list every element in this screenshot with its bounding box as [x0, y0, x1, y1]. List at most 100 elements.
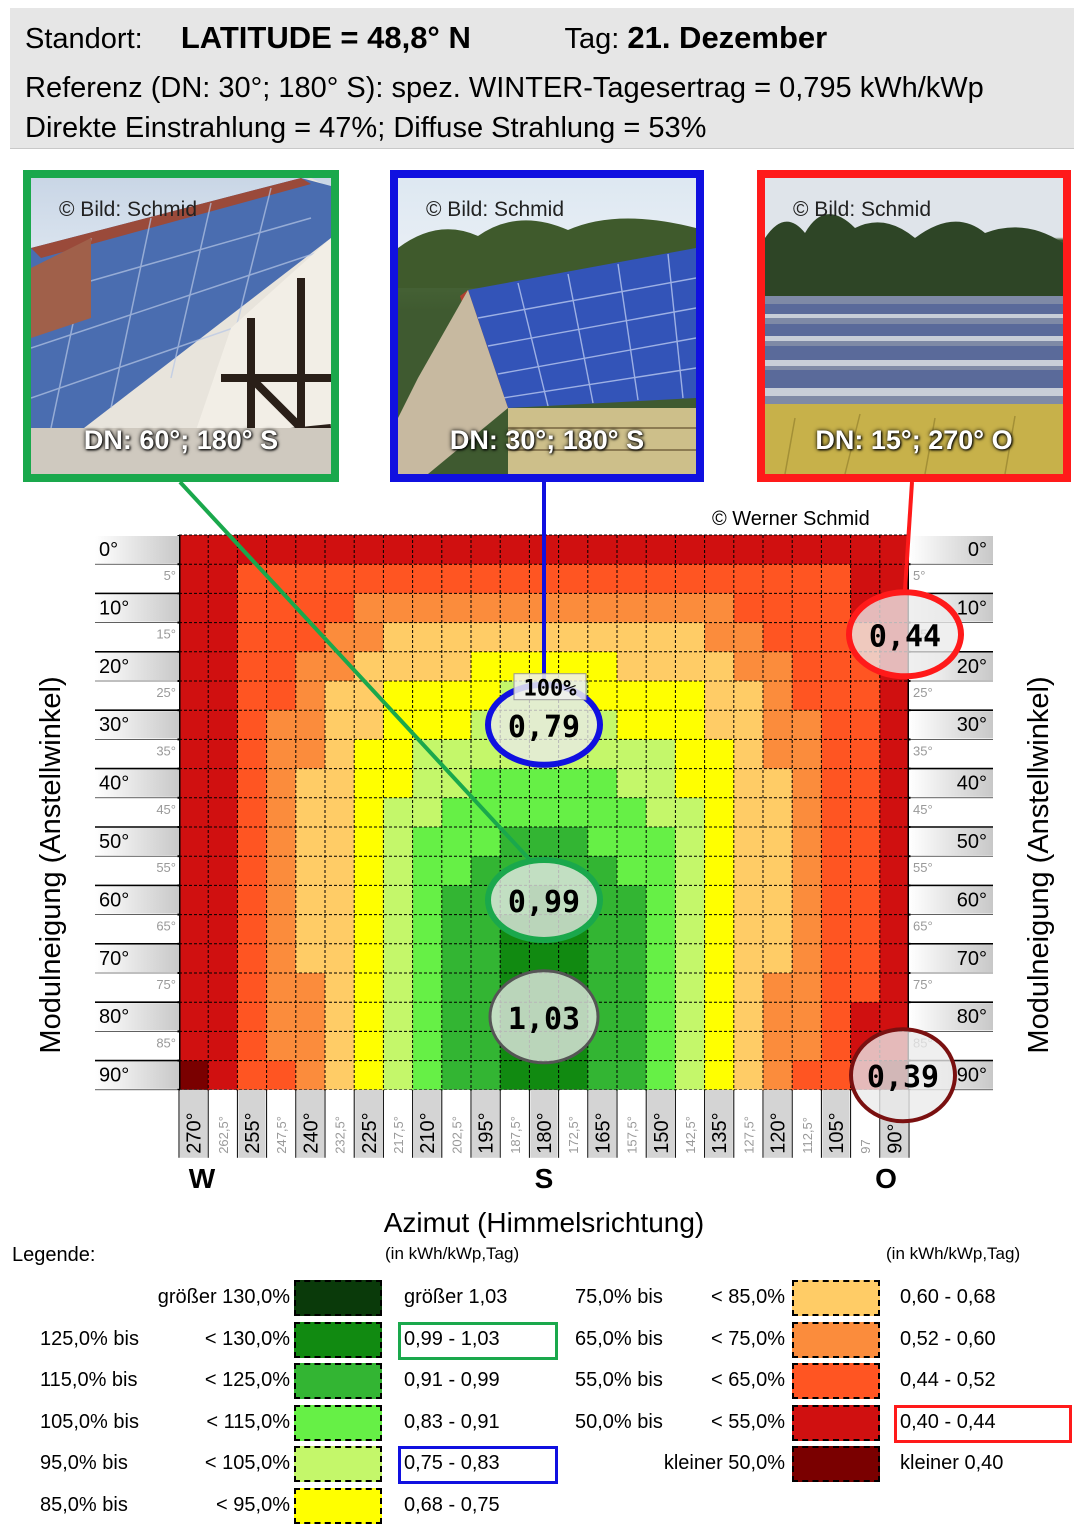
heatmap-cell: [412, 681, 443, 711]
legend-row: 85,0% bis < 95,0% 0,68 - 0,75: [0, 1487, 1078, 1528]
callout-ellipse: [846, 589, 964, 680]
heatmap-cell: [733, 739, 764, 770]
legend-value: kleiner 0,40: [900, 1452, 1004, 1474]
legend-pct-to: < 95,0%: [216, 1493, 290, 1516]
legend-row: 50,0% bis < 55,0% 0,40 - 0,44: [0, 1404, 1078, 1445]
heatmap-cell: [237, 651, 268, 682]
heatmap-cell: [879, 943, 910, 974]
heatmap-cell: [208, 797, 238, 828]
heatmap-cell: [412, 535, 443, 565]
heatmap-cell: [879, 856, 910, 886]
y-tick-bg: [95, 915, 179, 943]
heatmap-cell: [325, 1031, 355, 1062]
heatmap-cell: [704, 1002, 735, 1032]
heatmap-cell: [733, 1002, 764, 1032]
legend-row: 115,0% bis < 125,0% 0,91 - 0,99: [0, 1363, 1078, 1403]
photo-green: © Bild: Schmid DN: 60°; 180° S: [23, 170, 339, 482]
heatmap-cell: [266, 1002, 297, 1032]
y-tick-bg: [95, 886, 179, 914]
heatmap-cell: [295, 797, 326, 828]
heatmap-cell: [821, 943, 852, 974]
connector-red: [903, 481, 914, 591]
heatmap-cell: [237, 1002, 268, 1032]
heatmap-cell: [646, 622, 676, 653]
heatmap-cell: [763, 1031, 793, 1062]
heatmap-cell: [500, 564, 530, 594]
heatmap-cell: [821, 1002, 852, 1032]
y-tick-bg: [95, 1032, 179, 1060]
heatmap-cell: [295, 856, 326, 886]
legend-row: 55,0% bis < 65,0% 0,44 - 0,52: [0, 1363, 1078, 1403]
heatmap-cell: [237, 710, 268, 740]
heatmap-cell: [675, 535, 706, 565]
y-minor-tick-label: 25°: [913, 685, 933, 700]
heatmap-cell: [208, 914, 238, 945]
heatmap-cell: [325, 593, 355, 624]
callout-value: 0,99: [508, 885, 580, 920]
y-tick-bg: [95, 1003, 179, 1031]
heatmap-cell: [295, 681, 326, 711]
heatmap-cell: [646, 856, 676, 886]
x-tick-bg: [209, 1089, 237, 1158]
heatmap-cell: [792, 1060, 822, 1091]
legend-pct-to: kleiner 50,0%: [663, 1452, 785, 1474]
heatmap-cell: [617, 593, 647, 624]
reference-label: 100%: [524, 677, 578, 702]
heatmap-cell: [441, 1060, 472, 1091]
legend-pct-to: größer 130,0%: [157, 1286, 290, 1308]
heatmap-cell: [325, 768, 355, 799]
legend-swatch: [294, 1321, 382, 1358]
heatmap-cell: [617, 827, 647, 857]
heatmap-cell: [354, 827, 384, 857]
heatmap-cell: [733, 827, 764, 857]
x-tick-bg: [501, 1089, 529, 1158]
heatmap-cell: [704, 564, 735, 594]
heatmap-cell: [850, 710, 881, 740]
y-tick-bg: [95, 798, 179, 826]
heatmap-cell: [821, 914, 852, 945]
heatmap-cell: [179, 943, 209, 974]
heatmap-cell: [821, 681, 852, 711]
heatmap-cell: [500, 768, 530, 799]
y-tick-bg: [95, 828, 179, 856]
y-minor-tick-label: 75°: [156, 977, 176, 992]
y-tick-label: 10°: [957, 597, 987, 619]
heatmap-cell: [412, 593, 443, 624]
heatmap-cell: [208, 1002, 238, 1032]
heatmap-cell: [412, 564, 443, 594]
heatmap-cell: [763, 593, 793, 624]
y-tick-bg: [95, 769, 179, 797]
heatmap-cell: [587, 768, 618, 799]
heatmap-cell: [529, 827, 560, 857]
legend-value: 0,40 - 0,44: [900, 1410, 996, 1433]
heatmap-cell: [850, 827, 881, 857]
heatmap-cell: [383, 564, 414, 594]
radiation-line: Direkte Einstrahlung = 47%; Diffuse Stra…: [25, 112, 707, 144]
heatmap-cell: [617, 914, 647, 945]
photo-red-copyright: © Bild: Schmid: [793, 198, 932, 221]
heatmap-cell: [441, 651, 472, 682]
heatmap-cell: [354, 973, 384, 1003]
x-tick-bg: [793, 1089, 821, 1158]
heatmap-cell: [237, 768, 268, 799]
heatmap-cell: [471, 564, 501, 594]
heatmap-cell: [383, 1031, 414, 1062]
heatmap-cell: [675, 973, 706, 1003]
heatmap-cell: [792, 827, 822, 857]
heatmap-cell: [704, 768, 735, 799]
heatmap-cell: [617, 622, 647, 653]
legend-pct-from: 85,0% bis: [40, 1493, 128, 1516]
heatmap-cell: [617, 797, 647, 828]
heatmap-cell: [850, 768, 881, 799]
y-tick-bg: [909, 857, 993, 885]
heatmap-cell: [266, 973, 297, 1003]
heatmap-cell: [617, 1031, 647, 1062]
heatmap-cell: [675, 885, 706, 916]
heatmap-cell: [412, 885, 443, 916]
x-minor-tick-label: 97: [858, 1139, 873, 1153]
heatmap-cell: [383, 827, 414, 857]
heatmap-cell: [763, 797, 793, 828]
legend-pct-from: 75,0% bis: [575, 1286, 663, 1308]
heatmap-cell: [500, 797, 530, 828]
heatmap-cell: [295, 651, 326, 682]
